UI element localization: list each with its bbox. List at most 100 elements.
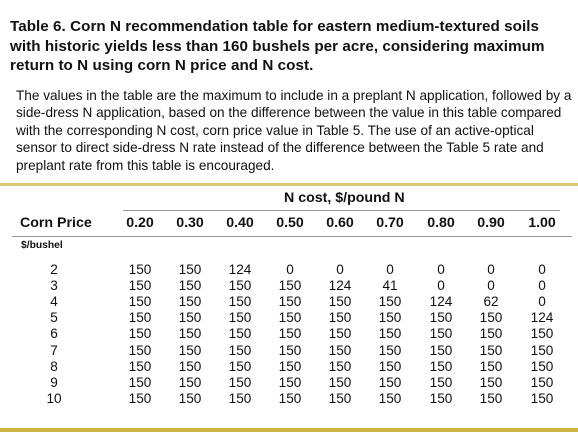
corn-price-unit: $/bushel: [21, 240, 63, 251]
n-cost-column-header: 0.20: [126, 215, 154, 231]
n-rate-cell: 150: [530, 358, 554, 374]
corn-price-value: 8: [50, 358, 58, 374]
table-row: 6 150 150 150 150 150 150 150 150 150: [0, 326, 578, 342]
n-rate-cell: 150: [479, 390, 503, 406]
n-rate-cell: 150: [378, 310, 402, 326]
table-row: 3 150 150 150 150 124 41 0 0 0: [0, 278, 578, 294]
n-rate-cell: 0: [538, 262, 546, 277]
n-rate-cell: 150: [429, 326, 453, 342]
n-cost-column-header: 0.50: [276, 215, 304, 231]
n-rate-cell: 62: [483, 294, 499, 310]
n-rate-cell: 150: [178, 262, 202, 277]
n-rate-cell: 150: [178, 342, 202, 358]
n-rate-cell: 150: [228, 358, 252, 374]
table-row: 8 150 150 150 150 150 150 150 150 150: [0, 359, 578, 375]
n-cost-column-header: 0.60: [326, 215, 354, 231]
corn-price-value: 5: [50, 310, 58, 326]
n-rate-cell: 150: [278, 310, 302, 326]
n-rate-cell: 150: [228, 294, 252, 310]
n-rate-cell: 150: [128, 278, 152, 294]
n-rate-cell: 0: [437, 278, 445, 294]
table-title: Table 6. Corn N recommendation table for…: [10, 18, 545, 74]
n-rate-cell: 150: [530, 374, 554, 390]
n-rate-cell: 0: [538, 278, 546, 294]
n-rate-cell: 150: [530, 326, 554, 342]
n-rate-cell: 150: [429, 374, 453, 390]
n-rate-cell: 150: [178, 358, 202, 374]
n-rate-cell: 0: [437, 262, 445, 277]
table-row: 7 150 150 150 150 150 150 150 150 150: [0, 343, 578, 359]
n-rate-cell: 150: [228, 326, 252, 342]
n-cost-column-header: 0.70: [376, 215, 404, 231]
top-rule: [0, 183, 578, 186]
n-rate-cell: 150: [328, 358, 352, 374]
n-rate-cell: 0: [336, 262, 344, 277]
n-rate-cell: 0: [386, 262, 394, 277]
table-row: 2 150 150 124 0 0 0 0 0 0: [0, 262, 578, 278]
header-rule: [12, 236, 572, 237]
table-row: 9 150 150 150 150 150 150 150 150 150: [0, 375, 578, 391]
n-rate-cell: 150: [278, 278, 302, 294]
n-cost-column-header: 0.40: [226, 215, 254, 231]
corn-price-value: 7: [50, 342, 58, 358]
n-rate-cell: 150: [328, 326, 352, 342]
n-cost-column-header: 0.90: [477, 215, 505, 231]
n-rate-cell: 150: [178, 390, 202, 406]
n-rate-cell: 150: [228, 374, 252, 390]
n-rate-cell: 150: [128, 358, 152, 374]
n-cost-column-header: 0.30: [176, 215, 204, 231]
n-cost-underline: [123, 210, 560, 211]
n-rate-cell: 150: [429, 310, 453, 326]
n-rate-cell: 41: [382, 278, 398, 294]
n-rate-cell: 124: [530, 310, 554, 326]
n-rate-cell: 150: [530, 390, 554, 406]
n-rate-cell: 150: [429, 342, 453, 358]
n-rate-cell: 150: [278, 358, 302, 374]
n-rate-cell: 150: [178, 374, 202, 390]
n-rate-cell: 150: [278, 374, 302, 390]
table-description: The values in the table are the maximum …: [16, 88, 572, 173]
n-rate-cell: 150: [328, 294, 352, 310]
corn-price-value: 4: [50, 294, 58, 310]
n-rate-cell: 150: [278, 342, 302, 358]
n-rate-cell: 150: [328, 310, 352, 326]
n-rate-cell: 150: [479, 326, 503, 342]
n-cost-column-header: 0.80: [427, 215, 455, 231]
n-rate-cell: 150: [178, 278, 202, 294]
corn-price-value: 10: [46, 390, 62, 406]
n-rate-cell: 0: [487, 278, 495, 294]
n-rate-cell: 124: [429, 294, 453, 310]
n-rate-cell: 150: [378, 342, 402, 358]
n-rate-cell: 150: [378, 294, 402, 310]
n-rate-cell: 150: [178, 310, 202, 326]
n-rate-cell: 150: [278, 294, 302, 310]
n-rate-cell: 150: [479, 310, 503, 326]
n-cost-column-header: 1.00: [528, 215, 556, 231]
n-rate-cell: 150: [378, 358, 402, 374]
table-row: 4 150 150 150 150 150 150 124 62 0: [0, 294, 578, 310]
corn-price-value: 2: [50, 262, 58, 277]
corn-price-header: Corn Price: [20, 215, 92, 231]
n-rate-cell: 150: [128, 262, 152, 277]
corn-price-value: 3: [50, 278, 58, 294]
n-rate-cell: 150: [228, 390, 252, 406]
bottom-rule: [0, 428, 578, 432]
n-rate-cell: 150: [128, 342, 152, 358]
n-rate-cell: 150: [228, 342, 252, 358]
n-rate-cell: 150: [429, 358, 453, 374]
n-rate-cell: 150: [228, 310, 252, 326]
n-rate-cell: 150: [128, 294, 152, 310]
n-rate-cell: 150: [178, 294, 202, 310]
table-row: 10 150 150 150 150 150 150 150 150 150: [0, 391, 578, 407]
n-rate-cell: 150: [228, 278, 252, 294]
n-rate-cell: 150: [278, 390, 302, 406]
n-rate-cell: 150: [328, 390, 352, 406]
corn-price-value: 9: [50, 374, 58, 390]
n-rate-cell: 150: [178, 326, 202, 342]
n-rate-cell: 150: [479, 358, 503, 374]
n-rate-cell: 150: [128, 326, 152, 342]
n-cost-header: N cost, $/pound N: [284, 190, 405, 206]
n-rate-cell: 0: [487, 262, 495, 277]
n-rate-cell: 150: [479, 374, 503, 390]
